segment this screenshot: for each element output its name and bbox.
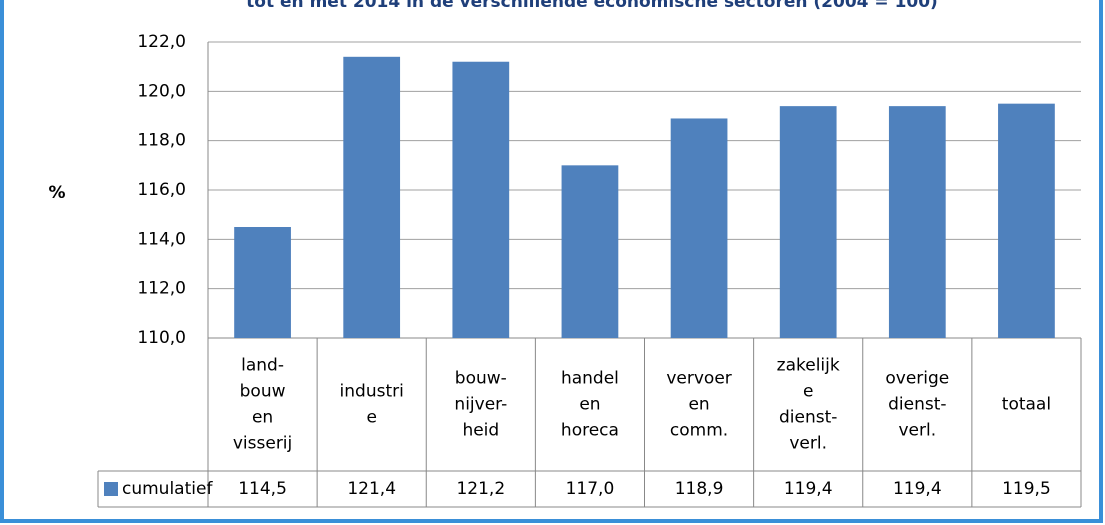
bar: [670, 118, 728, 338]
legend-label: cumulatief: [122, 479, 213, 499]
y-tick-label: 120,0: [137, 81, 186, 101]
bar: [888, 106, 946, 338]
y-tick-label: 118,0: [137, 131, 186, 151]
bar: [343, 56, 401, 339]
bar: [234, 227, 291, 338]
data-table-value: 117,0: [566, 479, 615, 499]
y-tick-label: 116,0: [137, 180, 186, 200]
bar: [452, 61, 510, 338]
x-tick-label: totaal: [1002, 395, 1051, 415]
data-table-value: 119,5: [1002, 479, 1051, 499]
data-table-value: 121,2: [456, 479, 505, 499]
x-tick-label: overige dienst-verl.: [885, 369, 949, 441]
x-tick-label: zakelijk e dienst-verl.: [777, 356, 840, 454]
bar: [561, 165, 619, 338]
data-table-value: 121,4: [347, 479, 396, 499]
x-tick-label: bouw-nijver-heid: [454, 369, 507, 441]
chart-title: tot en met 2014 in de verschillende econ…: [246, 0, 938, 12]
data-table-value: 119,4: [784, 479, 833, 499]
x-tick-label: handel en horeca: [561, 369, 619, 441]
x-tick-label: vervoer en comm.: [666, 369, 731, 441]
x-tick-label: industri e: [340, 382, 404, 428]
y-tick-label: 122,0: [137, 32, 186, 52]
bar: [998, 103, 1055, 339]
y-tick-label: 114,0: [137, 229, 186, 249]
y-tick-label: 112,0: [137, 279, 186, 299]
data-table-value: 118,9: [675, 479, 724, 499]
legend-swatch: [104, 482, 118, 496]
y-axis-label: %: [48, 183, 65, 203]
x-tick-label: land-bouw en visserij: [233, 356, 292, 454]
bar: [779, 106, 837, 338]
data-table-value: 119,4: [893, 479, 942, 499]
y-tick-label: 110,0: [137, 328, 186, 348]
data-table-value: 114,5: [238, 479, 287, 499]
